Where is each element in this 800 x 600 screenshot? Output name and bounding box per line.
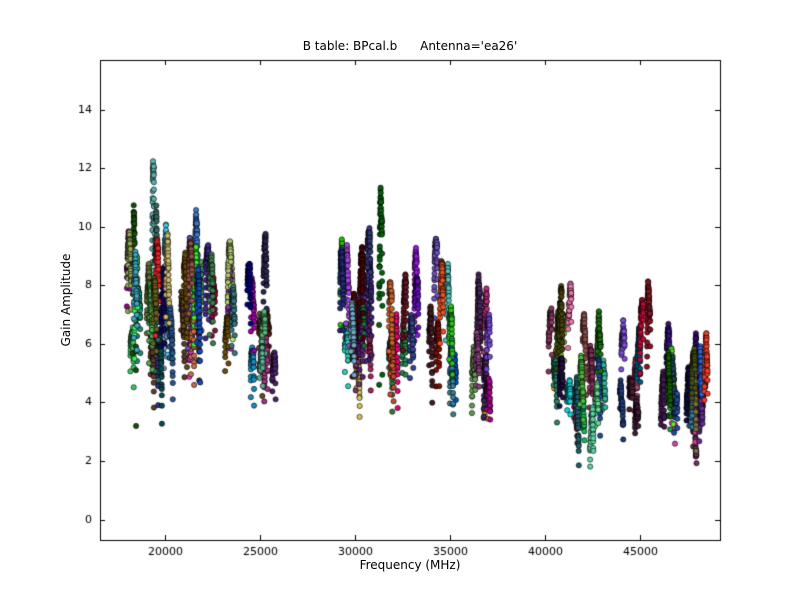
x-axis-label: Frequency (MHz) [359, 558, 461, 572]
y-axis-label: Gain Amplitude [59, 253, 73, 347]
plot-title: B table: BPcal.b Antenna='ea26' [302, 39, 518, 53]
